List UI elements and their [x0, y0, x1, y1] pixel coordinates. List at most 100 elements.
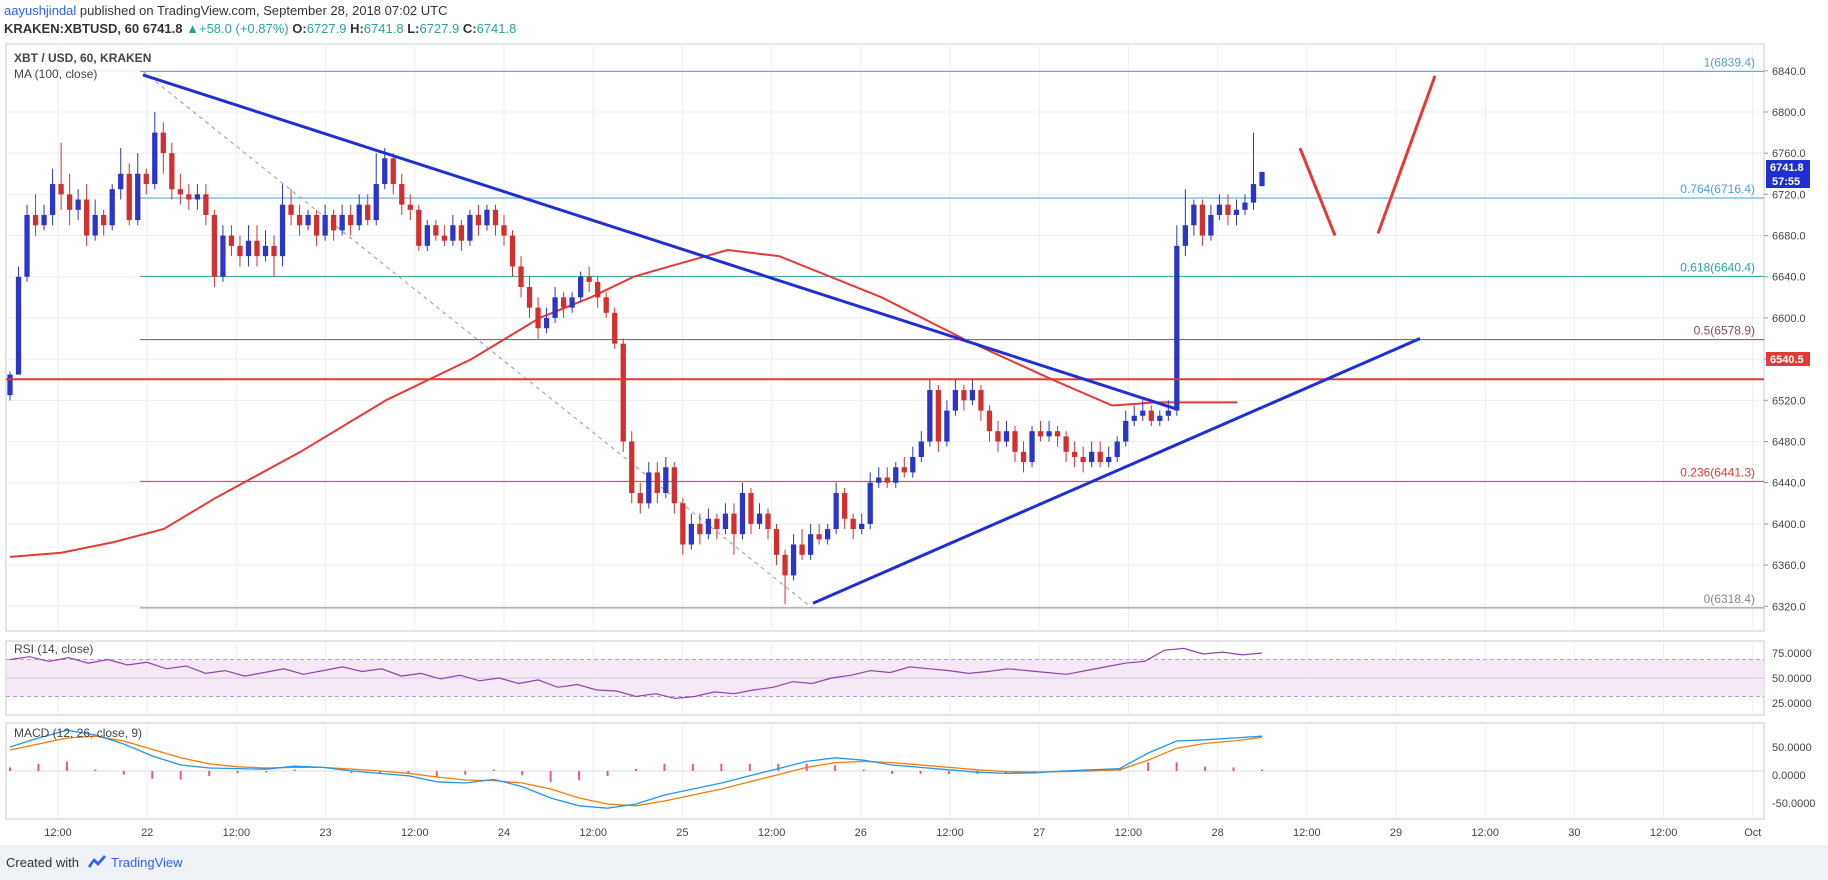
high-label: H: [350, 21, 364, 36]
time-tick-label: 12:00 [1471, 827, 1499, 839]
candle-body [101, 214, 107, 226]
author-link[interactable]: aayushjindal [4, 3, 77, 18]
candle-body [731, 513, 737, 535]
candle-body [773, 529, 780, 555]
candle-body [595, 281, 601, 298]
candle-body [245, 240, 252, 257]
candle-body [859, 523, 865, 530]
open-label: O: [292, 21, 307, 36]
candle-body [441, 235, 448, 241]
candle-body [697, 523, 703, 535]
candle-body [348, 214, 354, 226]
candle-body [237, 245, 243, 257]
candle-body [807, 534, 814, 555]
candle-body [1208, 214, 1214, 236]
candle-body [24, 214, 30, 277]
chart-header: aayushjindal published on TradingView.co… [0, 0, 1828, 40]
candle-body [552, 297, 558, 318]
candle-body [722, 513, 729, 530]
interval-label: 60 [124, 21, 140, 36]
chart-title: XBT / USD, 60, KRAKEN [14, 51, 151, 65]
candle-body [1037, 431, 1044, 437]
candle-body [211, 214, 218, 277]
candle-body [1191, 204, 1197, 226]
candle-body [390, 158, 396, 185]
svg-text:75.0000: 75.0000 [1772, 648, 1812, 660]
candle-body [1020, 451, 1027, 463]
candle-body [629, 441, 635, 494]
candle-body [1165, 410, 1171, 416]
candle-body [705, 518, 712, 535]
candle-body [1259, 171, 1265, 187]
close-label: C: [462, 21, 477, 36]
price-tick-label: 6600.0 [1772, 313, 1806, 325]
candle-body [799, 544, 805, 555]
candle-body [382, 158, 388, 185]
candle-body [228, 235, 235, 246]
price-badge: 6741.8 [1766, 160, 1810, 174]
candle-body [884, 477, 890, 483]
chart-canvas[interactable]: 1(6839.4) 0.764(6716.4) 0.618(6640.4) 0.5(6… [0, 40, 1828, 845]
price-tick-label: 6480.0 [1772, 437, 1806, 449]
macd-line [9, 729, 1263, 809]
tradingview-logo-icon[interactable] [86, 852, 108, 873]
candle-body [475, 214, 482, 226]
candle-body [714, 518, 720, 530]
candle-body [58, 184, 64, 195]
time-tick-label: 12:00 [758, 827, 786, 839]
candle-body [969, 390, 976, 401]
ma-layer [9, 248, 1237, 558]
forecast-up-segment [1376, 75, 1437, 234]
candle-body [1140, 410, 1146, 416]
time-tick-label: 28 [1211, 827, 1223, 839]
candle-body [1063, 436, 1069, 452]
fib-level-label: 0.5(6578.9) [1694, 324, 1755, 338]
footer-bar: Created with TradingView [0, 845, 1828, 880]
candle-body [1080, 456, 1086, 463]
price-tick-label: 6720.0 [1772, 189, 1806, 201]
low-label: L: [407, 21, 420, 36]
last-price: 6741.8 [142, 21, 183, 36]
candle-body [1123, 420, 1129, 442]
time-tick-label: 27 [1033, 827, 1045, 839]
time-tick-label: 12:00 [223, 827, 251, 839]
candle-body [569, 297, 575, 308]
publish-info: published on TradingView.com, September … [76, 3, 448, 18]
candle-body [688, 523, 695, 545]
ma-line [9, 248, 1237, 558]
candle-body [49, 184, 56, 215]
candle-body [356, 204, 362, 226]
candle-body [169, 153, 175, 190]
candle-body [407, 204, 413, 210]
symbol-label[interactable]: KRAKEN:XBTUSD, [4, 21, 121, 36]
candle-body [612, 312, 618, 344]
time-axis[interactable]: 12:00 22 12:00 23 12:00 24 12:00 25 12:00 26 12:00… [44, 827, 1761, 839]
candle-body [620, 343, 626, 442]
candle-body [1089, 451, 1095, 463]
candle-body [279, 204, 286, 257]
candle-body [1114, 441, 1120, 457]
price-tick-label: 6640.0 [1772, 272, 1806, 284]
candle-body [1054, 431, 1061, 437]
candle-body [526, 287, 533, 308]
candle-body [424, 225, 430, 246]
candle-body [32, 214, 39, 226]
tradingview-link[interactable]: TradingView [111, 855, 183, 870]
candle-body [1250, 184, 1257, 203]
candle-body [1174, 245, 1180, 411]
price-tick-label: 6800.0 [1772, 107, 1806, 119]
created-with-label: Created with [6, 855, 79, 870]
candle-body [824, 529, 831, 540]
price-tick-label: 6360.0 [1772, 560, 1806, 572]
candle-body [1106, 456, 1112, 463]
candle-body [543, 317, 550, 329]
candle-body [203, 194, 209, 215]
ascending-trendline [812, 337, 1421, 605]
low-value: 6727.9 [419, 21, 460, 36]
candle-body [416, 209, 422, 246]
candle-body [7, 374, 13, 396]
candle-body [756, 513, 763, 524]
resistance-badge: 6540.5 [1766, 352, 1810, 366]
time-tick-label: 29 [1390, 827, 1402, 839]
candle-body [560, 297, 567, 308]
